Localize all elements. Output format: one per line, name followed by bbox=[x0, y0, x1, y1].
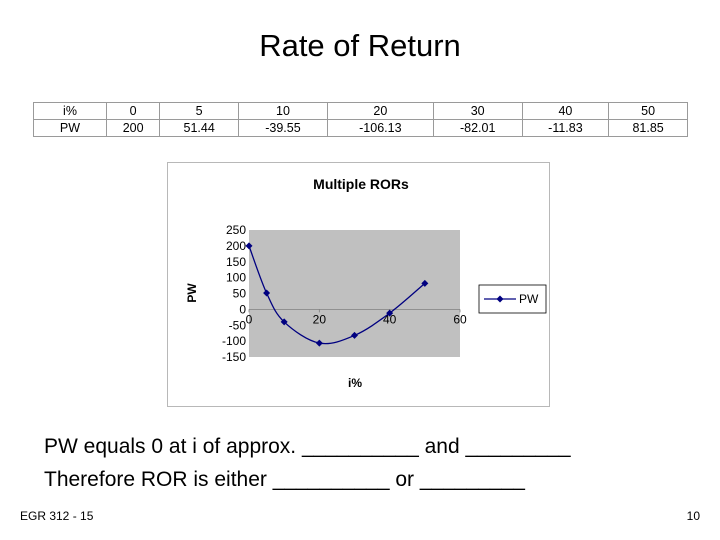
table-cell: 40 bbox=[521, 102, 610, 120]
data-point bbox=[421, 279, 429, 287]
data-point bbox=[351, 331, 358, 339]
table-cell: 51.44 bbox=[159, 119, 240, 137]
x-tick-label: 60 bbox=[453, 312, 467, 326]
legend-marker bbox=[496, 295, 504, 303]
chart-title: Multiple RORs bbox=[313, 176, 409, 192]
x-tick-label: 20 bbox=[313, 312, 327, 326]
y-tick-label: 50 bbox=[233, 287, 247, 301]
table-cell: 5 bbox=[159, 102, 240, 120]
table-cell: -82.01 bbox=[432, 119, 523, 137]
table-cell: -39.55 bbox=[238, 119, 328, 137]
data-table: i% 0 5 10 20 30 40 50 PW 200 51.44 -39.55 -106.13 -82… bbox=[33, 102, 688, 137]
table-row: PW 200 51.44 -39.55 -106.13 -82.01 -11.83 81.85 bbox=[33, 119, 688, 137]
table-cell: 10 bbox=[238, 102, 328, 120]
chart-area: Multiple RORs 250 200 150 100 50 0 -50 -100 -150… bbox=[167, 162, 550, 407]
footer-course: EGR 312 - 15 bbox=[20, 509, 94, 523]
table-cell: 50 bbox=[608, 102, 688, 120]
data-point bbox=[315, 339, 323, 347]
footer-page-number: 10 bbox=[686, 509, 700, 523]
y-tick-label: 150 bbox=[226, 255, 246, 269]
data-point bbox=[280, 318, 288, 326]
y-tick-label: -150 bbox=[222, 350, 246, 364]
data-point bbox=[245, 242, 253, 250]
y-tick-label: 0 bbox=[239, 302, 246, 316]
data-point bbox=[263, 289, 271, 297]
table-row-label: PW bbox=[33, 119, 107, 137]
table-cell: 30 bbox=[432, 102, 523, 120]
legend: PW bbox=[478, 284, 547, 314]
y-tick-label: -50 bbox=[229, 318, 247, 332]
table-row: i% 0 5 10 20 30 40 50 bbox=[33, 102, 688, 120]
y-tick-label: 200 bbox=[226, 239, 246, 253]
text-line-2: Therefore ROR is either __________ or __… bbox=[44, 468, 525, 491]
table-cell: -106.13 bbox=[326, 119, 434, 137]
table-row-label: i% bbox=[33, 102, 107, 120]
legend-label: PW bbox=[519, 292, 539, 306]
table-cell: 0 bbox=[105, 102, 161, 120]
y-tick-label: 250 bbox=[226, 223, 246, 237]
table-cell: 20 bbox=[326, 102, 434, 120]
data-point bbox=[386, 309, 394, 317]
table-cell: 200 bbox=[105, 119, 161, 137]
slide-title: Rate of Return bbox=[259, 28, 461, 63]
table-cell: -11.83 bbox=[521, 119, 610, 137]
x-axis-label: i% bbox=[348, 376, 362, 390]
text-line-1: PW equals 0 at i of approx. __________ a… bbox=[44, 435, 571, 458]
x-tick-label: 0 bbox=[246, 312, 253, 326]
y-axis-label: PW bbox=[185, 283, 199, 303]
y-tick-label: -100 bbox=[222, 334, 246, 348]
y-tick-label: 100 bbox=[226, 271, 246, 285]
table-cell: 81.85 bbox=[608, 119, 688, 137]
chart-svg: Multiple RORs 250200150100500-50-100-150… bbox=[185, 176, 547, 390]
